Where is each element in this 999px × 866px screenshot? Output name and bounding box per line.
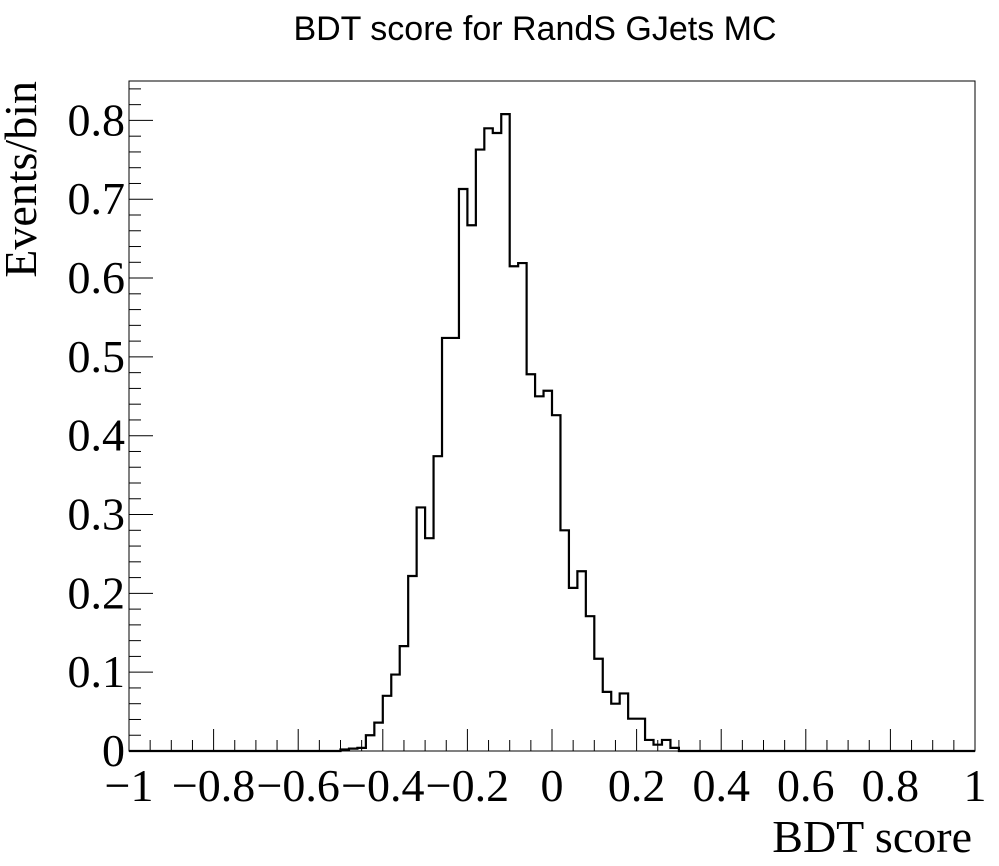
x-tick-label: −1 [105, 760, 154, 811]
y-axis-ticks [129, 88, 153, 752]
y-tick-label: 0.2 [68, 567, 126, 618]
y-tick-label: 0.3 [68, 489, 126, 540]
x-tick-label: 0.2 [608, 760, 666, 811]
y-tick-label: 0.4 [68, 410, 126, 461]
y-tick-label: 0.1 [68, 646, 126, 697]
y-tick-label: 0.8 [68, 94, 126, 145]
x-tick-label: 0.4 [692, 760, 750, 811]
x-tick-label: 0.8 [862, 760, 920, 811]
y-tick-label: 0.7 [68, 173, 126, 224]
x-axis-ticks [128, 729, 976, 751]
chart-title: BDT score for RandS GJets MC [293, 10, 776, 48]
x-tick-label: 0.6 [777, 760, 835, 811]
x-tick-label: 0 [541, 760, 564, 811]
histogram-series-line [129, 113, 975, 753]
y-axis-label: Events/bin [0, 81, 46, 278]
y-tick-label: 0.5 [68, 331, 126, 382]
y-tick-label: 0.6 [68, 252, 126, 303]
x-axis-label: BDT score [772, 811, 972, 861]
y-tick-label: 0 [102, 725, 125, 776]
x-tick-label: 1 [964, 760, 987, 811]
x-tick-label: −0.6 [256, 760, 339, 811]
x-tick-label: −0.2 [426, 760, 509, 811]
y-axis-tick-labels: 0 0.1 0.2 0.3 0.4 0.5 0.6 0.7 0.8 [68, 94, 126, 776]
x-axis-tick-labels: −1 −0.8 −0.6 −0.4 −0.2 0 0.2 0.4 0.6 0.8 1 [105, 760, 987, 811]
x-tick-label: −0.4 [341, 760, 424, 811]
x-tick-label: −0.8 [172, 760, 255, 811]
